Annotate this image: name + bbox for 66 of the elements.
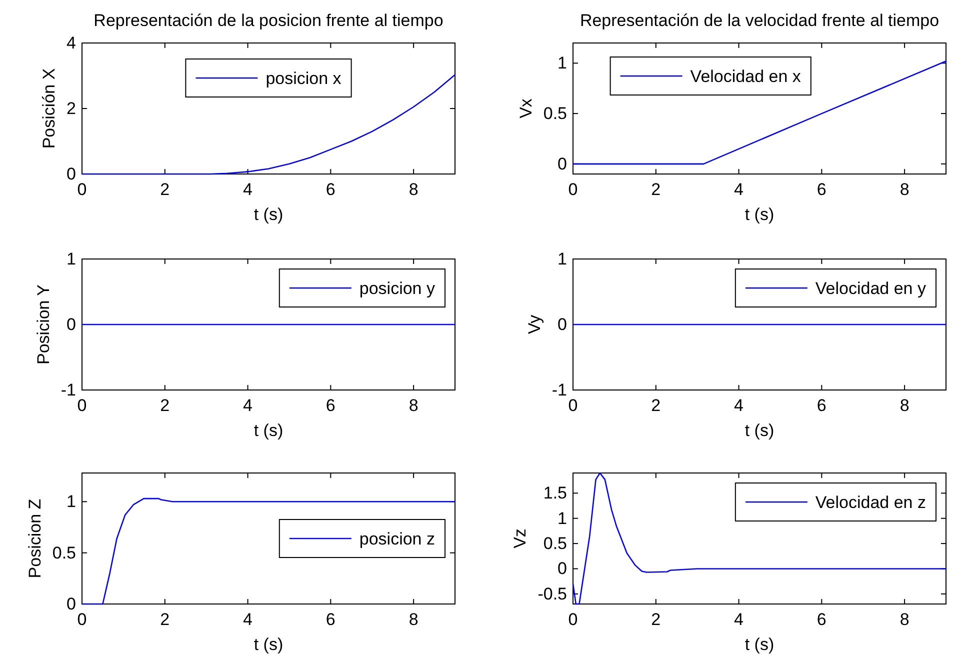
- y-tick-label: 1: [558, 508, 567, 528]
- y-tick-label: 0.5: [543, 534, 567, 554]
- line-series: [81, 498, 456, 605]
- y-axis-title: Vy: [524, 314, 544, 334]
- x-tick-label: 6: [816, 610, 826, 629]
- x-tick-label: 4: [734, 396, 744, 415]
- x-tick-label: 6: [326, 396, 336, 415]
- chart-title: Representación de la velocidad frente al tiempo: [580, 11, 940, 30]
- x-tick-label: 2: [160, 396, 170, 415]
- y-tick-label: 0: [66, 164, 76, 184]
- x-tick-label: 6: [326, 610, 336, 629]
- chart-title: Representación de la posicion frente al tiempo: [94, 11, 444, 30]
- y-tick-label: 0: [66, 315, 76, 334]
- y-tick-label: 1: [66, 492, 76, 512]
- legend-label: posicion y: [359, 278, 436, 298]
- x-tick-label: 8: [900, 396, 910, 415]
- x-axis-title: t (s): [744, 205, 774, 224]
- y-tick-label: 0: [558, 559, 567, 578]
- y-tick-label: 1.5: [543, 484, 567, 503]
- x-tick-label: 4: [734, 180, 744, 199]
- x-tick-label: 2: [160, 610, 170, 629]
- y-tick-label: -1: [552, 380, 567, 400]
- y-tick-label: 1: [558, 250, 567, 268]
- x-tick-label: 8: [408, 396, 418, 415]
- x-tick-label: 4: [243, 610, 253, 629]
- y-axis-title: Posicion Y: [33, 284, 52, 365]
- x-tick-label: 2: [651, 610, 661, 629]
- y-tick-label: 0: [558, 154, 567, 174]
- y-axis-title: Posicion Z: [24, 498, 44, 578]
- x-tick-label: 6: [816, 396, 826, 415]
- x-tick-label: 4: [734, 610, 744, 629]
- legend-label: Velocidad en y: [815, 278, 926, 298]
- y-tick-label: 0: [558, 315, 567, 334]
- y-tick-label: 2: [66, 99, 76, 118]
- x-tick-label: 4: [243, 396, 253, 415]
- x-axis-title: t (s): [744, 635, 774, 654]
- x-tick-label: 2: [160, 180, 170, 199]
- y-tick-label: 0: [66, 594, 76, 614]
- legend-label: Velocidad en z: [815, 492, 926, 512]
- x-tick-label: 6: [816, 180, 826, 199]
- x-tick-label: 4: [243, 180, 253, 199]
- y-tick-label: 1: [558, 54, 567, 73]
- x-axis-title: t (s): [254, 205, 284, 224]
- x-tick-label: 6: [326, 180, 336, 199]
- y-axis-title: Vx: [516, 98, 535, 118]
- x-tick-label: 2: [651, 180, 661, 199]
- y-tick-label: 1: [66, 250, 76, 268]
- y-tick-label: 0.5: [52, 543, 76, 562]
- x-axis-title: t (s): [254, 635, 284, 654]
- x-tick-label: 8: [408, 610, 418, 629]
- x-tick-label: 8: [900, 180, 910, 199]
- y-axis-title: Vz: [510, 528, 530, 548]
- legend-label: posicion x: [266, 68, 342, 88]
- line-series: [572, 472, 947, 605]
- x-axis-title: t (s): [254, 421, 284, 440]
- y-tick-label: 0.5: [543, 104, 567, 124]
- y-tick-label: 4: [66, 34, 76, 52]
- x-tick-label: 8: [408, 180, 418, 199]
- x-tick-label: 2: [651, 396, 661, 415]
- legend-label: Velocidad en x: [690, 66, 802, 86]
- x-tick-label: 8: [900, 610, 910, 629]
- legend-label: posicion z: [359, 529, 436, 548]
- x-axis-title: t (s): [744, 421, 774, 440]
- y-tick-label: -0.5: [538, 584, 567, 604]
- y-axis-title: Posición X: [39, 68, 58, 149]
- y-tick-label: -1: [60, 380, 76, 400]
